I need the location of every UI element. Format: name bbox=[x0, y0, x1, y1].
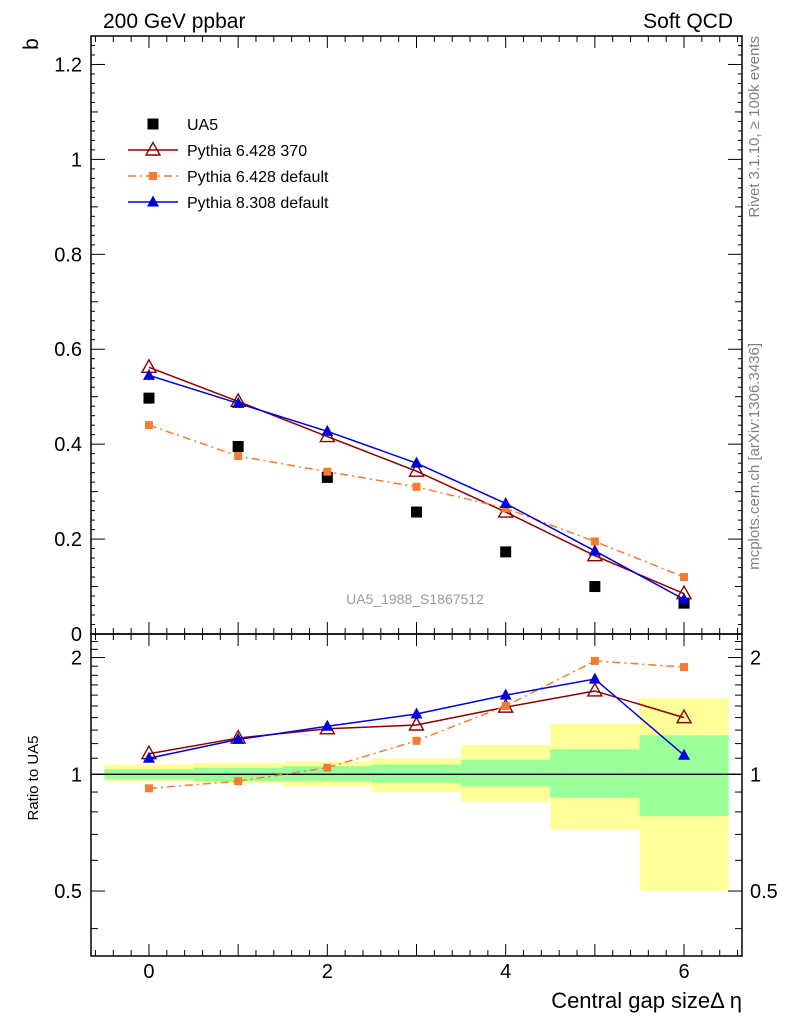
ratio-point-pythia-6-428-default bbox=[590, 656, 599, 665]
main-point-pythia-6-428-default bbox=[680, 573, 689, 582]
ratio-ylabel: Ratio to UA5 bbox=[25, 735, 42, 820]
legend-marker bbox=[147, 195, 159, 207]
ratio-point-pythia-6-428-default bbox=[323, 763, 332, 772]
ratio-point-pythia-6-428-370 bbox=[586, 682, 604, 697]
xlabel: Central gap sizeΔ η bbox=[551, 988, 742, 1013]
main-point-ua5 bbox=[321, 471, 333, 483]
main-point-ua5 bbox=[232, 441, 244, 453]
main-point-pythia-6-428-default bbox=[590, 537, 599, 546]
header-left: 200 GeV ppbar bbox=[103, 10, 245, 33]
ratio-y-tick-label-left: 2 bbox=[71, 648, 82, 670]
main-y-tick-label: 0.4 bbox=[54, 434, 82, 456]
main-point-pythia-6-428-default bbox=[144, 421, 153, 430]
ratio-point-pythia-8-308-default bbox=[588, 672, 601, 684]
legend-label: UA5 bbox=[187, 117, 218, 134]
ratio-point-pythia-6-428-default bbox=[680, 663, 689, 672]
main-point-ua5 bbox=[411, 506, 422, 518]
ratio-point-pythia-8-308-default bbox=[499, 688, 512, 700]
ratio-y-tick-label-left: 1 bbox=[71, 764, 82, 786]
legend-marker bbox=[149, 172, 157, 180]
main-point-ua5 bbox=[500, 546, 512, 558]
main-point-pythia-8-308-default bbox=[588, 544, 601, 556]
main-point-pythia-6-428-default bbox=[323, 467, 332, 476]
legend-label: Pythia 6.428 default bbox=[187, 169, 329, 186]
uncertainty-band-inner bbox=[639, 735, 729, 817]
x-tick-label: 0 bbox=[143, 961, 154, 983]
chart-marks: 1.210.80.60.40.202 21 10.5 0.50 2 4 6UA5Pythia… bbox=[54, 35, 778, 983]
legend-label: Pythia 8.308 default bbox=[187, 195, 329, 212]
main-point-pythia-6-428-370 bbox=[408, 462, 425, 477]
main-point-ua5 bbox=[589, 581, 601, 593]
main-point-pythia-6-428-default bbox=[412, 482, 421, 491]
ratio-point-pythia-6-428-default bbox=[234, 777, 243, 786]
main-series-line-pythia-6-428-default bbox=[148, 424, 685, 578]
main-point-pythia-8-308-default bbox=[678, 592, 691, 604]
legend-label: Pythia 6.428 370 bbox=[187, 143, 307, 160]
x-tick-label: 6 bbox=[678, 961, 689, 983]
main-point-pythia-6-428-default bbox=[501, 504, 510, 513]
ratio-point-pythia-8-308-default bbox=[232, 732, 245, 744]
main-ylabel: b bbox=[20, 38, 43, 50]
uncertainty-band-inner bbox=[550, 749, 640, 798]
main-point-pythia-8-308-default bbox=[321, 424, 334, 436]
main-y-tick-label: 0.8 bbox=[54, 244, 82, 266]
ratio-y-tick-label-left: 0.5 bbox=[54, 881, 82, 903]
x-tick-label: 4 bbox=[500, 961, 511, 983]
main-y-tick-label: 0.2 bbox=[54, 529, 82, 551]
main-y-tick-label: 0 bbox=[71, 624, 82, 646]
main-point-pythia-8-308-default bbox=[410, 456, 423, 468]
mcplots-label: mcplots.cern.ch [arXiv:1306.3436] bbox=[746, 343, 763, 570]
legend-marker bbox=[144, 141, 162, 156]
x-tick-label: 2 bbox=[322, 961, 333, 983]
main-point-ua5 bbox=[143, 392, 155, 404]
main-point-pythia-6-428-default bbox=[234, 452, 243, 461]
ratio-point-pythia-6-428-370 bbox=[675, 708, 693, 724]
main-y-tick-label: 0.6 bbox=[54, 339, 82, 361]
ratio-point-pythia-6-428-370 bbox=[408, 716, 425, 731]
ratio-point-pythia-8-308-default bbox=[321, 719, 334, 731]
legend-marker bbox=[147, 118, 159, 130]
ratio-point-pythia-8-308-default bbox=[678, 748, 691, 760]
ratio-point-pythia-6-428-default bbox=[501, 701, 510, 710]
ratio-y-tick-label-right: 1 bbox=[750, 764, 761, 786]
ratio-point-pythia-8-308-default bbox=[410, 707, 423, 719]
rivet-label: Rivet 3.1.10, ≥ 100k events bbox=[746, 36, 763, 218]
ratio-y-tick-label-right: 0.5 bbox=[750, 881, 778, 903]
ratio-y-tick-label-right: 2 bbox=[750, 648, 761, 670]
main-point-pythia-8-308-default bbox=[142, 368, 155, 380]
main-point-pythia-8-308-default bbox=[499, 496, 512, 508]
uncertainty-band-inner bbox=[282, 766, 372, 782]
ratio-point-pythia-6-428-default bbox=[144, 784, 153, 793]
watermark: UA5_1988_S1867512 bbox=[346, 591, 484, 607]
main-y-tick-label: 1 bbox=[71, 149, 82, 171]
ratio-point-pythia-8-308-default bbox=[142, 751, 155, 763]
header-right: Soft QCD bbox=[643, 10, 733, 33]
ratio-point-pythia-6-428-default bbox=[412, 736, 421, 745]
main-point-pythia-8-308-default bbox=[232, 396, 245, 408]
main-y-tick-label: 1.2 bbox=[54, 54, 82, 76]
uncertainty-band-inner bbox=[461, 759, 551, 787]
